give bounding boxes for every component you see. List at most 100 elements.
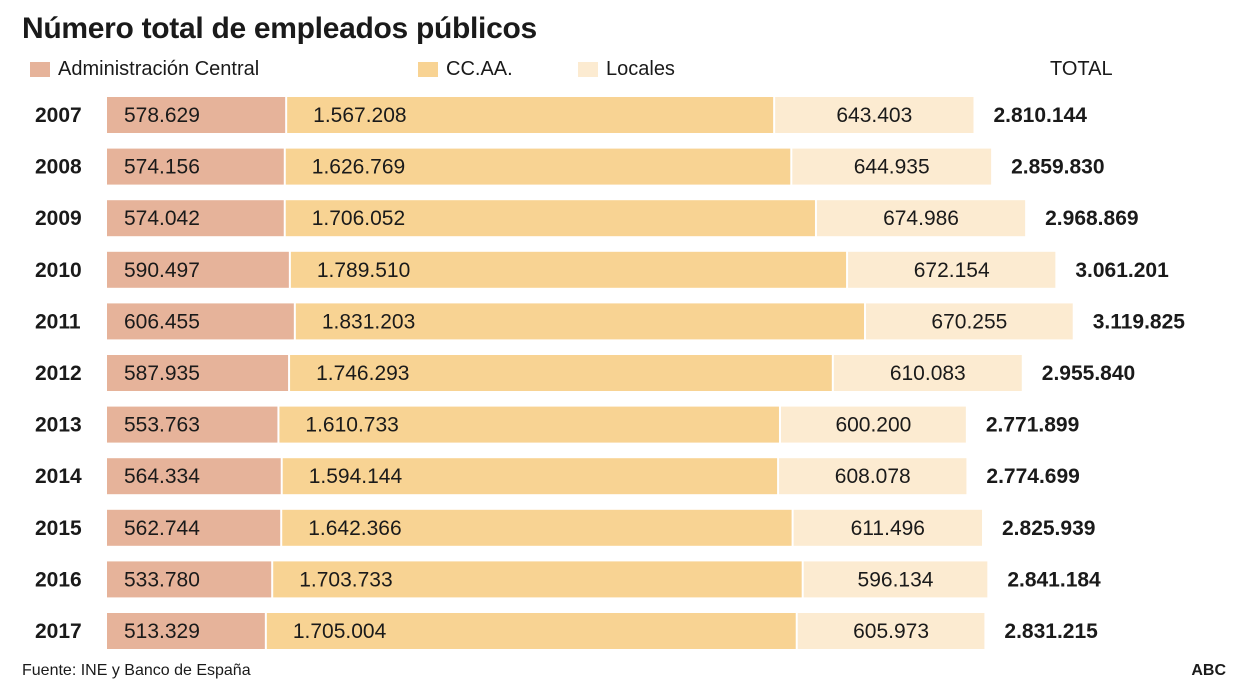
bar-label-locales: 596.134 xyxy=(858,568,934,591)
bar-segment-cc-aa xyxy=(282,509,792,546)
bar-label-cc-aa: 1.831.203 xyxy=(322,310,415,333)
bar-label-administracion-central: 574.156 xyxy=(124,156,200,179)
year-label: 2016 xyxy=(35,568,82,591)
year-label: 2011 xyxy=(35,310,81,333)
bar-segment-locales xyxy=(792,148,992,185)
bar-label-locales: 611.496 xyxy=(851,517,925,540)
year-label: 2015 xyxy=(35,517,82,540)
bar-segment-locales xyxy=(797,613,985,649)
bar-segment-administracion-central xyxy=(107,148,284,185)
total-label: 3.119.825 xyxy=(1093,310,1186,333)
bar-label-locales: 643.403 xyxy=(836,104,912,127)
legend-label-locales: Locales xyxy=(606,58,675,80)
legend-label-ccaa: CC.AA. xyxy=(446,58,513,80)
bar-segment-cc-aa xyxy=(290,355,832,391)
bar-segment-locales xyxy=(833,355,1022,391)
bar-label-administracion-central: 587.935 xyxy=(124,362,200,385)
bar-segment-cc-aa xyxy=(282,458,778,495)
year-label: 2013 xyxy=(35,414,82,437)
legend-label-administracion-central: Administración Central xyxy=(58,58,260,80)
chart-title: Número total de empleados públicos xyxy=(22,12,537,45)
bar-segment-cc-aa xyxy=(273,561,802,598)
legend-swatch-administracion-central xyxy=(30,62,50,77)
bar-segment-cc-aa xyxy=(290,251,847,288)
bar-segment-locales xyxy=(866,303,1073,340)
bar-label-administracion-central: 606.455 xyxy=(124,310,200,333)
bar-segment-cc-aa xyxy=(285,148,791,185)
bar-segment-administracion-central xyxy=(107,509,281,546)
bar-segment-administracion-central xyxy=(107,355,289,391)
legend-item-locales: Locales xyxy=(578,58,675,81)
bar-segment-administracion-central xyxy=(107,406,278,443)
bar-label-locales: 610.083 xyxy=(890,362,966,385)
total-label: 2.831.215 xyxy=(1004,620,1098,643)
bar-segment-administracion-central xyxy=(107,251,289,288)
bar-segment-locales xyxy=(780,406,966,443)
legend-item-ccaa: CC.AA. xyxy=(418,58,513,81)
bar-label-administracion-central: 533.780 xyxy=(124,568,200,591)
bar-label-administracion-central: 553.763 xyxy=(124,414,200,437)
total-column-header: TOTAL xyxy=(1050,58,1113,80)
bar-segment-cc-aa xyxy=(287,97,774,133)
bar-label-cc-aa: 1.703.733 xyxy=(299,568,392,591)
source-note: Fuente: INE y Banco de España xyxy=(22,662,251,679)
bar-segment-administracion-central xyxy=(107,303,294,340)
year-label: 2007 xyxy=(35,104,82,127)
bar-label-administracion-central: 574.042 xyxy=(124,207,200,230)
bar-segment-locales xyxy=(779,458,967,495)
legend-item-administracion-central: Administración Central xyxy=(30,58,259,81)
bar-label-cc-aa: 1.626.769 xyxy=(312,156,405,179)
bar-label-cc-aa: 1.594.144 xyxy=(309,465,403,488)
total-label: 2.825.939 xyxy=(1002,517,1095,540)
year-label: 2010 xyxy=(35,259,82,282)
bar-segment-cc-aa xyxy=(266,613,796,649)
bar-label-cc-aa: 1.746.293 xyxy=(316,362,409,385)
bar-segment-locales xyxy=(775,97,974,133)
year-label: 2009 xyxy=(35,207,82,230)
bar-label-cc-aa: 1.789.510 xyxy=(317,259,410,282)
bar-segment-administracion-central xyxy=(107,97,286,133)
total-label: 2.774.699 xyxy=(986,465,1079,488)
brand-logo-text: ABC xyxy=(1191,662,1226,679)
bar-label-locales: 608.078 xyxy=(835,465,911,488)
bar-label-cc-aa: 1.706.052 xyxy=(312,207,405,230)
bar-segment-administracion-central xyxy=(107,458,281,495)
total-label: 3.061.201 xyxy=(1075,259,1169,282)
total-label: 2.859.830 xyxy=(1011,156,1104,179)
bar-segment-administracion-central xyxy=(107,200,284,237)
bar-segment-cc-aa xyxy=(295,303,865,340)
bar-label-locales: 670.255 xyxy=(931,310,1007,333)
legend-swatch-ccaa xyxy=(418,62,438,77)
bar-label-administracion-central: 590.497 xyxy=(124,259,200,282)
bar-segment-locales xyxy=(848,251,1056,288)
bar-label-locales: 605.973 xyxy=(853,620,929,643)
year-label: 2014 xyxy=(35,465,82,488)
total-label: 2.771.899 xyxy=(986,414,1079,437)
year-label: 2017 xyxy=(35,620,82,643)
bar-label-cc-aa: 1.642.366 xyxy=(308,517,401,540)
total-label: 2.841.184 xyxy=(1007,568,1101,591)
bar-label-locales: 672.154 xyxy=(914,259,990,282)
total-label: 2.955.840 xyxy=(1042,362,1135,385)
total-label: 2.968.869 xyxy=(1045,207,1138,230)
bar-segment-administracion-central xyxy=(107,613,265,649)
bar-label-cc-aa: 1.567.208 xyxy=(313,104,406,127)
year-label: 2012 xyxy=(35,362,82,385)
total-label: 2.810.144 xyxy=(993,104,1087,127)
bar-label-locales: 600.200 xyxy=(835,414,911,437)
bar-label-cc-aa: 1.705.004 xyxy=(293,620,387,643)
bar-label-administracion-central: 578.629 xyxy=(124,104,200,127)
bar-label-locales: 674.986 xyxy=(883,207,959,230)
bar-segment-locales xyxy=(816,200,1026,237)
bar-segment-administracion-central xyxy=(107,561,272,598)
bar-label-administracion-central: 564.334 xyxy=(124,465,200,488)
bar-label-administracion-central: 562.744 xyxy=(124,517,200,540)
year-label: 2008 xyxy=(35,156,82,179)
bar-label-cc-aa: 1.610.733 xyxy=(305,414,398,437)
bar-label-locales: 644.935 xyxy=(854,156,930,179)
bar-segment-cc-aa xyxy=(285,200,815,237)
bar-segment-locales xyxy=(803,561,988,598)
bar-segment-locales xyxy=(793,509,983,546)
legend-swatch-locales xyxy=(578,62,598,77)
